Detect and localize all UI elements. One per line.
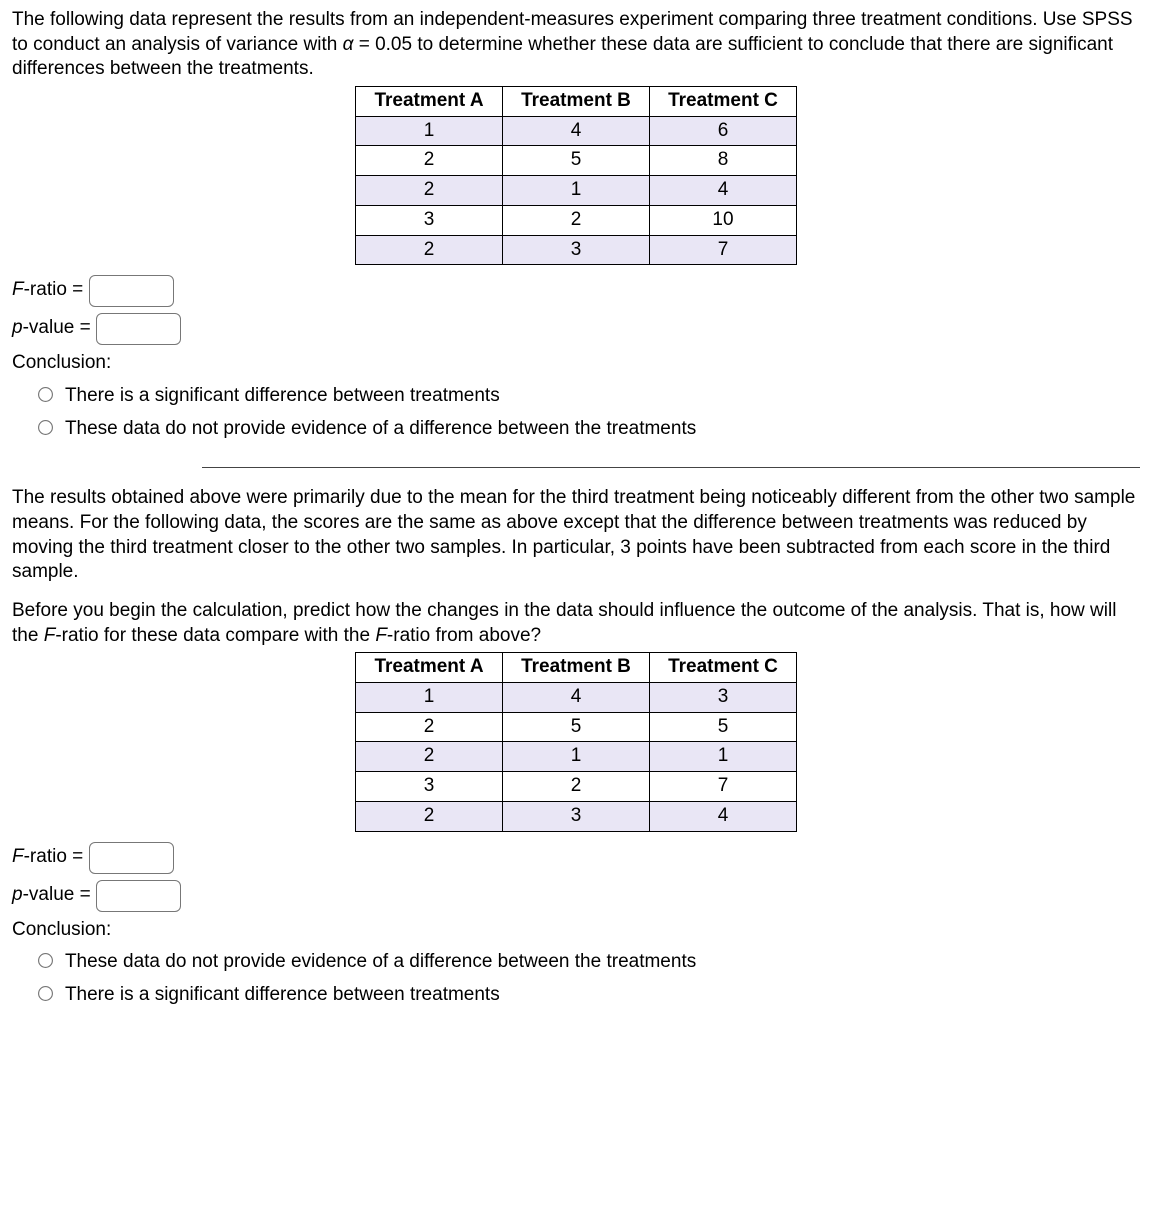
option-text: There is a significant difference betwee…: [65, 385, 500, 406]
table-header-row: Treatment A Treatment B Treatment C: [356, 87, 797, 117]
conclusion-option: There is a significant difference betwee…: [34, 384, 1140, 409]
conclusion-option: There is a significant difference betwee…: [34, 983, 1140, 1008]
p-label: p: [12, 884, 23, 905]
f-ratio-line-2: F-ratio =: [12, 842, 1140, 874]
f-ratio-input-2[interactable]: [89, 842, 174, 874]
value-text: -value =: [23, 884, 96, 905]
table-row: 143: [356, 683, 797, 713]
table-row: 214: [356, 176, 797, 206]
part2-para2: Before you begin the calculation, predic…: [12, 599, 1140, 648]
ratio-text: -ratio =: [24, 279, 89, 300]
option-text: These data do not provide evidence of a …: [65, 951, 696, 972]
p-label: p: [12, 317, 23, 338]
table-header-row: Treatment A Treatment B Treatment C: [356, 653, 797, 683]
alpha-value: 0.05: [375, 34, 412, 55]
para2-b: -ratio for these data compare with the: [55, 625, 375, 646]
col-header: Treatment A: [356, 87, 503, 117]
table-row: 255: [356, 712, 797, 742]
alpha-symbol: α: [343, 34, 354, 55]
conclusion-radio-2[interactable]: [38, 420, 53, 435]
value-text: -value =: [23, 317, 96, 338]
f-italic: F: [375, 625, 387, 646]
section-divider: [202, 467, 1140, 468]
p-value-input-2[interactable]: [96, 880, 181, 912]
conclusion-option: These data do not provide evidence of a …: [34, 417, 1140, 442]
eq: =: [353, 34, 375, 55]
f-label: F: [12, 279, 24, 300]
p-value-line-2: p-value =: [12, 880, 1140, 912]
part2-para1: The results obtained above were primaril…: [12, 486, 1140, 585]
conclusion-label: Conclusion:: [12, 351, 1140, 376]
part1-data-table: Treatment A Treatment B Treatment C 146 …: [355, 86, 797, 265]
conclusion-radio-4[interactable]: [38, 986, 53, 1001]
part1-prompt: The following data represent the results…: [12, 8, 1140, 82]
p-value-input[interactable]: [96, 313, 181, 345]
conclusion-radio-1[interactable]: [38, 387, 53, 402]
ratio-text: -ratio =: [24, 846, 89, 867]
option-text: These data do not provide evidence of a …: [65, 418, 696, 439]
p-value-line: p-value =: [12, 313, 1140, 345]
table-row: 258: [356, 146, 797, 176]
table-row: 146: [356, 116, 797, 146]
f-ratio-input[interactable]: [89, 275, 174, 307]
col-header: Treatment C: [650, 87, 797, 117]
table-row: 234: [356, 801, 797, 831]
conclusion-radio-3[interactable]: [38, 953, 53, 968]
conclusion-label-2: Conclusion:: [12, 918, 1140, 943]
f-ratio-line: F-ratio =: [12, 275, 1140, 307]
col-header: Treatment B: [503, 653, 650, 683]
table-row: 3210: [356, 205, 797, 235]
col-header: Treatment B: [503, 87, 650, 117]
table-row: 211: [356, 742, 797, 772]
para2-c: -ratio from above?: [387, 625, 541, 646]
table-row: 327: [356, 772, 797, 802]
table-row: 237: [356, 235, 797, 265]
col-header: Treatment A: [356, 653, 503, 683]
conclusion-option: These data do not provide evidence of a …: [34, 950, 1140, 975]
option-text: There is a significant difference betwee…: [65, 984, 500, 1005]
part2-data-table: Treatment A Treatment B Treatment C 143 …: [355, 652, 797, 831]
f-label: F: [12, 846, 24, 867]
f-italic: F: [44, 625, 56, 646]
col-header: Treatment C: [650, 653, 797, 683]
